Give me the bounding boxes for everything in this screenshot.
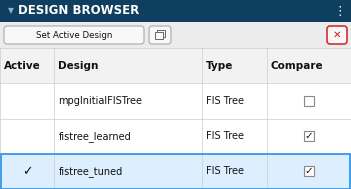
Bar xyxy=(1,154,350,188)
Text: ✕: ✕ xyxy=(333,30,342,40)
Text: FIS Tree: FIS Tree xyxy=(206,96,244,106)
Bar xyxy=(304,131,314,141)
Text: Design: Design xyxy=(58,61,99,71)
Bar xyxy=(304,96,314,106)
FancyBboxPatch shape xyxy=(4,26,144,44)
Text: ✓: ✓ xyxy=(305,131,313,141)
Text: FIS Tree: FIS Tree xyxy=(206,131,244,141)
Text: mpgInitialFISTree: mpgInitialFISTree xyxy=(58,96,143,106)
Bar xyxy=(157,30,165,37)
Text: ⋮: ⋮ xyxy=(333,5,346,18)
Text: ✓: ✓ xyxy=(305,166,313,176)
Bar xyxy=(0,0,351,22)
Text: ✓: ✓ xyxy=(22,165,32,178)
Bar xyxy=(155,32,163,39)
Text: fistree_learned: fistree_learned xyxy=(58,131,131,142)
Text: Compare: Compare xyxy=(271,61,323,71)
Text: FIS Tree: FIS Tree xyxy=(206,166,244,176)
Text: fistree_tuned: fistree_tuned xyxy=(58,166,122,177)
Text: ▼: ▼ xyxy=(8,6,14,15)
Text: Active: Active xyxy=(4,61,41,71)
Bar xyxy=(0,83,351,119)
Bar xyxy=(0,154,351,189)
Bar xyxy=(0,22,351,48)
Text: DESIGN BROWSER: DESIGN BROWSER xyxy=(18,5,139,18)
FancyBboxPatch shape xyxy=(327,26,347,44)
Text: Type: Type xyxy=(206,61,233,71)
Bar xyxy=(304,166,314,176)
Bar xyxy=(0,119,351,154)
Bar xyxy=(0,48,351,83)
FancyBboxPatch shape xyxy=(149,26,171,44)
Text: Set Active Design: Set Active Design xyxy=(36,30,112,40)
